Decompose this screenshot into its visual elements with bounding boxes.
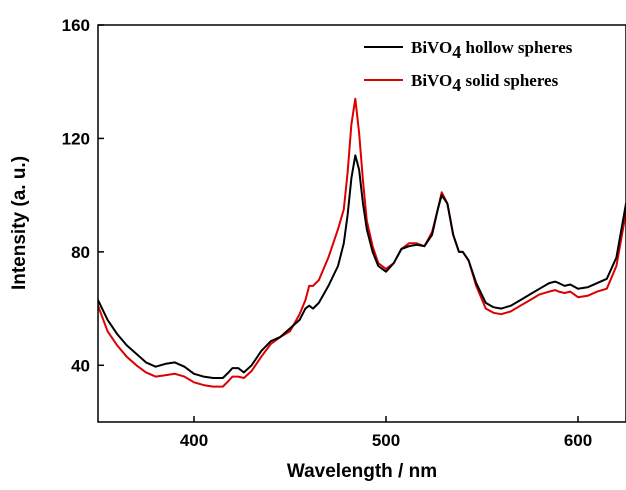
x-tick-label: 600 xyxy=(564,431,592,450)
legend: BiVO4 hollow spheres BiVO4 solid spheres xyxy=(364,38,573,95)
y-tick-label: 160 xyxy=(62,16,90,35)
series-line xyxy=(98,97,626,388)
x-tick-label: 400 xyxy=(180,431,208,450)
plot-frame xyxy=(97,24,626,423)
x-tick-label: 500 xyxy=(372,431,400,450)
ticks-layer: 400 500 600 40 80 120 160 xyxy=(62,16,593,450)
y-tick-label: 80 xyxy=(71,243,90,262)
y-tick-label: 120 xyxy=(62,129,90,148)
legend-label: BiVO4 solid spheres xyxy=(411,71,559,95)
series-line xyxy=(98,154,626,379)
legend-label: BiVO4 hollow spheres xyxy=(411,38,573,62)
y-axis-title: Intensity (a. u.) xyxy=(9,156,30,290)
series-layer xyxy=(98,97,626,388)
x-axis-title: Wavelength / nm xyxy=(287,461,437,482)
y-tick-label: 40 xyxy=(71,356,90,375)
